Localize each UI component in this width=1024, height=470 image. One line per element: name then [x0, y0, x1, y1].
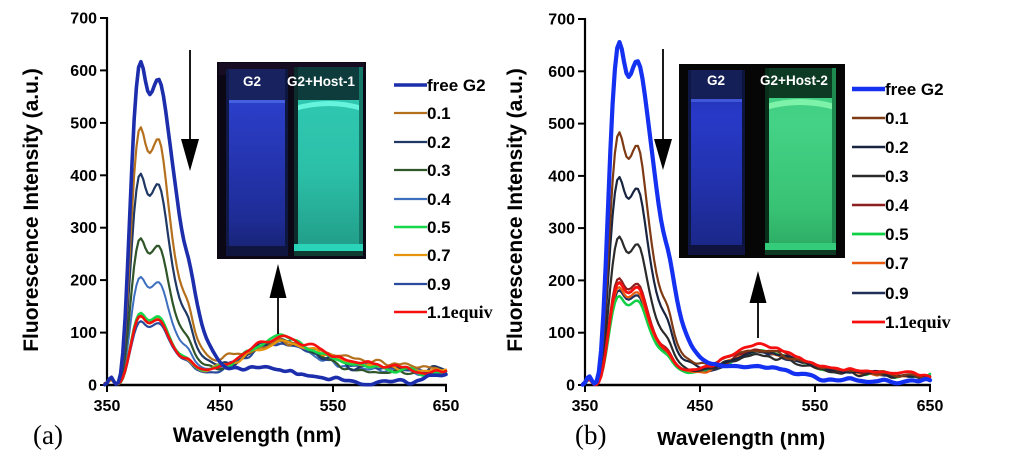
svg-text:500: 500: [548, 116, 575, 133]
svg-text:1.1equiv: 1.1equiv: [885, 312, 951, 332]
svg-text:600: 600: [548, 64, 575, 81]
svg-text:100: 100: [70, 325, 97, 342]
svg-text:0.1: 0.1: [885, 109, 909, 128]
svg-text:0.2: 0.2: [427, 133, 451, 152]
svg-text:G2+Host-2: G2+Host-2: [760, 73, 828, 88]
svg-text:0.1: 0.1: [427, 104, 451, 123]
svg-text:300: 300: [548, 221, 575, 238]
svg-text:350: 350: [94, 398, 121, 415]
svg-text:650: 650: [433, 398, 460, 415]
svg-text:0.9: 0.9: [885, 284, 909, 303]
svg-text:(b): (b): [575, 420, 606, 450]
svg-text:100: 100: [548, 325, 575, 342]
svg-text:400: 400: [70, 168, 97, 185]
svg-text:0.4: 0.4: [427, 190, 451, 209]
svg-text:0.5: 0.5: [427, 218, 451, 237]
svg-text:free G2: free G2: [427, 76, 486, 95]
svg-text:0: 0: [566, 378, 575, 395]
svg-text:450: 450: [207, 398, 234, 415]
svg-text:Fluorescence Intensity (a.u.): Fluorescence Intensity (a.u.): [504, 68, 527, 352]
svg-text:500: 500: [70, 115, 97, 132]
svg-text:0.7: 0.7: [885, 254, 909, 273]
svg-text:free G2: free G2: [885, 80, 944, 99]
svg-text:550: 550: [802, 398, 829, 415]
svg-text:0.3: 0.3: [427, 161, 451, 180]
svg-text:Wavelength (nm): Wavelength (nm): [657, 427, 825, 450]
svg-text:0.3: 0.3: [885, 167, 909, 186]
svg-text:G2: G2: [243, 74, 261, 89]
svg-text:200: 200: [70, 273, 97, 290]
svg-text:550: 550: [320, 398, 347, 415]
svg-text:650: 650: [917, 398, 944, 415]
svg-text:0.4: 0.4: [885, 196, 909, 215]
svg-text:0: 0: [88, 378, 97, 395]
svg-text:(a): (a): [33, 420, 63, 450]
svg-text:350: 350: [572, 398, 599, 415]
svg-text:0.5: 0.5: [885, 225, 909, 244]
svg-text:700: 700: [70, 11, 97, 28]
svg-text:300: 300: [70, 220, 97, 237]
svg-text:Wavelength (nm): Wavelength (nm): [173, 424, 341, 447]
svg-text:1.1equiv: 1.1equiv: [427, 302, 493, 322]
svg-text:G2: G2: [707, 73, 725, 88]
svg-text:700: 700: [548, 12, 575, 29]
svg-text:0.9: 0.9: [427, 275, 451, 294]
svg-text:200: 200: [548, 273, 575, 290]
svg-text:0.2: 0.2: [885, 138, 909, 157]
svg-text:G2+Host-1: G2+Host-1: [287, 74, 355, 89]
svg-text:0.7: 0.7: [427, 246, 451, 265]
svg-text:400: 400: [548, 168, 575, 185]
svg-text:600: 600: [70, 63, 97, 80]
svg-text:Fluorescence Intensity (a.u.): Fluorescence Intensity (a.u.): [20, 68, 43, 352]
svg-text:450: 450: [687, 398, 714, 415]
